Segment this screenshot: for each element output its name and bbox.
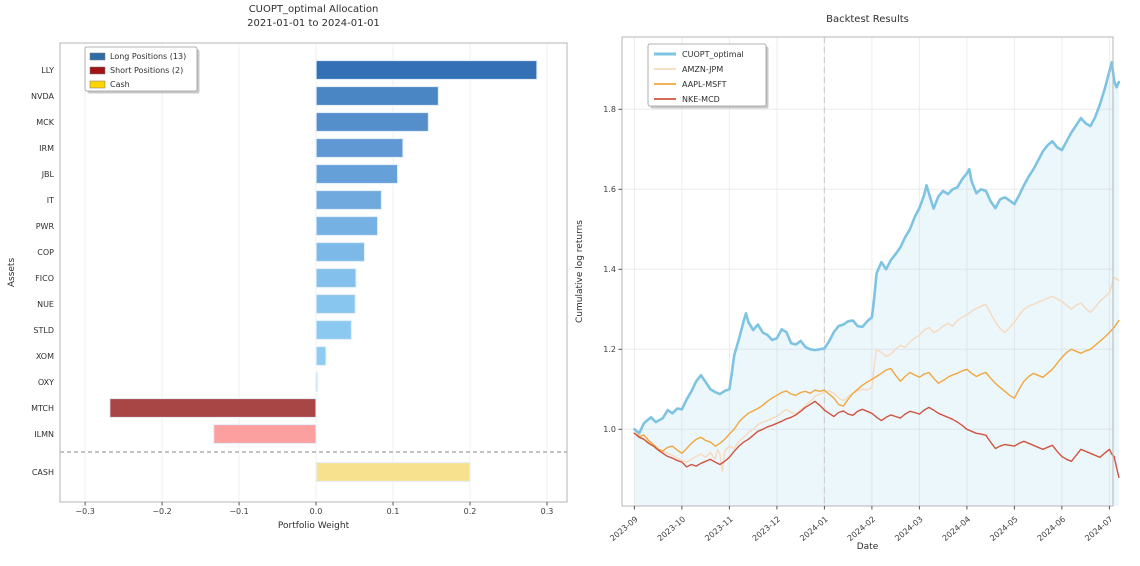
y-tick-label-CASH: CASH	[32, 468, 54, 477]
x-tick-label: 2023-11	[703, 515, 734, 543]
legend-label-2: Short Positions (2)	[110, 66, 183, 75]
y-tick-label-MCK: MCK	[36, 118, 54, 127]
x-tick-label: 2024-01	[798, 515, 829, 543]
allocation-title-block: CUOPT_optimal Allocation 2021-01-01 to 2…	[60, 3, 567, 30]
x-tick-label: 2023-10	[656, 515, 687, 543]
y-tick-label-STLD: STLD	[33, 326, 54, 335]
y-tick-label-IT: IT	[47, 196, 54, 205]
x-tick-label: 2024-05	[988, 515, 1019, 543]
bar-STLD	[315, 319, 353, 341]
y-tick-label: 1.6	[603, 185, 616, 194]
x-tick-label: −0.3	[75, 507, 94, 516]
y-tick-label-FICO: FICO	[35, 274, 54, 283]
bar-NVDA	[315, 85, 440, 107]
legend-swatch-3	[89, 80, 106, 89]
x-axis-label: Portfolio Weight	[278, 521, 350, 531]
bar-PWR	[315, 215, 379, 237]
backtest-line-chart: 1.0 1.2 1.4 1.6 1.8 2023-09 2023-10 2023-11 2023…	[575, 36, 1121, 552]
y-axis-label: Cumulative log returns	[575, 220, 585, 323]
y-tick-label-XOM: XOM	[36, 352, 54, 361]
y-tick-label-PWR: PWR	[36, 222, 55, 231]
bar-CASH	[315, 461, 471, 483]
x-tick-label: 2024-06	[1036, 515, 1067, 543]
bar-COP	[315, 241, 366, 263]
backtest-chart-title: Backtest Results	[826, 14, 909, 25]
bar-OXY	[315, 371, 319, 393]
legend-swatch-1	[89, 52, 106, 61]
x-tick-label: 0.3	[541, 507, 554, 516]
series-line-AAPL-MSFT	[633, 319, 1120, 454]
axes-spines	[621, 36, 1114, 507]
x-tick-label: 2024-03	[893, 515, 924, 543]
y-tick-label-OXY: OXY	[38, 378, 54, 387]
bar-XOM	[315, 345, 327, 367]
bar-MCK	[315, 111, 430, 133]
series-line-AMZN-JPM	[633, 276, 1120, 472]
legend-box	[647, 43, 767, 107]
axes-spines	[59, 42, 568, 503]
x-tick-label: −0.2	[152, 507, 171, 516]
allocation-chart-subtitle: 2021-01-01 to 2024-01-01	[247, 17, 380, 29]
x-axis-label: Date	[857, 542, 879, 552]
y-tick-label: 1.4	[603, 265, 616, 274]
bar-ILMN	[213, 423, 317, 445]
x-tick-label: −0.1	[229, 507, 248, 516]
x-tick-label: 2023-09	[608, 515, 639, 543]
legend-label-AMZN-JPM: AMZN-JPM	[682, 65, 723, 74]
x-tick-label: 0.0	[310, 507, 323, 516]
y-tick-label-NVDA: NVDA	[31, 92, 54, 101]
y-tick-label-IRM: IRM	[39, 144, 54, 153]
y-tick-label-COP: COP	[37, 248, 54, 257]
bar-IT	[315, 189, 383, 211]
x-tick-label: 0.1	[387, 507, 400, 516]
series-line-NKE-MCD	[633, 400, 1120, 478]
bar-FICO	[315, 267, 357, 289]
legend-swatch-2	[89, 66, 106, 75]
x-tick-label: 2023-12	[751, 515, 782, 543]
legend-label-3: Cash	[110, 80, 130, 89]
series-line-CUOPT_optimal	[633, 60, 1121, 435]
bar-NUE	[315, 293, 356, 315]
x-tick-label: 0.2	[464, 507, 477, 516]
y-tick-label-LLY: LLY	[41, 66, 54, 75]
bar-IRM	[315, 137, 404, 159]
y-tick-label: 1.0	[603, 425, 616, 434]
allocation-bar-chart: LLY NVDA MCK IRM JBL IT PWR COP FICO NUE STLD XOM OX…	[7, 42, 568, 531]
x-tick-label: 2024-02	[846, 515, 877, 543]
y-tick-label-MTCH: MTCH	[31, 404, 54, 413]
y-tick-label-ILMN: ILMN	[34, 430, 54, 439]
y-tick-label: 1.8	[603, 105, 616, 114]
legend-label-AAPL-MSFT: AAPL-MSFT	[682, 80, 727, 89]
x-tick-label: 2024-07	[1083, 515, 1114, 543]
bar-MTCH	[109, 397, 317, 419]
legend-label-NKE-MCD: NKE-MCD	[682, 95, 720, 104]
x-tick-label: 2024-04	[941, 515, 972, 543]
y-axis-label: Assets	[7, 258, 17, 288]
legend-label-1: Long Positions (13)	[110, 52, 186, 61]
allocation-chart-title: CUOPT_optimal Allocation	[248, 4, 379, 15]
y-tick-label-NUE: NUE	[37, 300, 54, 309]
legend-label-CUOPT_optimal: CUOPT_optimal	[682, 50, 744, 59]
bar-LLY	[315, 59, 538, 81]
y-tick-label: 1.2	[603, 345, 616, 354]
y-tick-label-JBL: JBL	[41, 170, 55, 179]
bar-JBL	[315, 163, 399, 185]
legend-box	[84, 46, 198, 92]
